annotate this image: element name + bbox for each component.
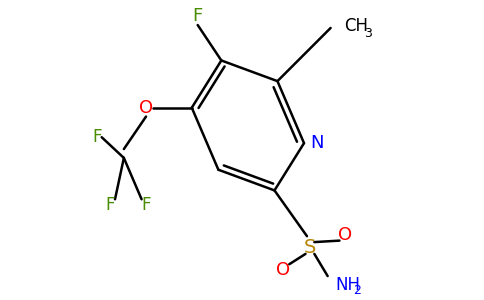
- Text: 2: 2: [353, 284, 361, 297]
- Text: 3: 3: [364, 27, 373, 40]
- Text: F: F: [92, 128, 102, 146]
- Text: NH: NH: [335, 276, 360, 294]
- Text: O: O: [139, 99, 153, 117]
- Text: O: O: [276, 261, 290, 279]
- Text: S: S: [304, 238, 316, 257]
- Text: F: F: [193, 7, 203, 25]
- Text: F: F: [106, 196, 115, 214]
- Text: F: F: [141, 196, 151, 214]
- Text: CH: CH: [344, 17, 368, 35]
- Text: O: O: [338, 226, 352, 244]
- Text: N: N: [311, 134, 324, 152]
